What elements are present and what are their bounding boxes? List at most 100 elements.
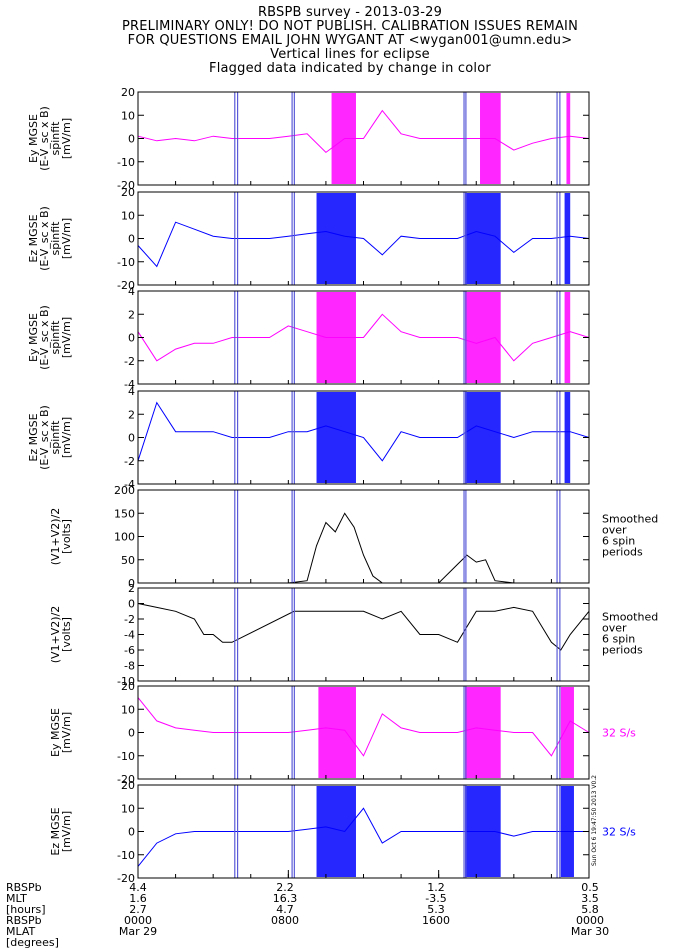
footer-label: RBSPb bbox=[6, 914, 42, 927]
y-axis-label-line: (V1+V2)/2 bbox=[49, 508, 62, 566]
y-axis-label: Ez MGSE[mV/m] bbox=[49, 807, 73, 855]
y-tick-label: 2 bbox=[128, 408, 135, 421]
flagged-band bbox=[564, 193, 571, 284]
y-axis-label-line: (E-V_sc x B) bbox=[38, 305, 51, 370]
series-line bbox=[137, 807, 589, 867]
y-tick-label: 10 bbox=[121, 209, 135, 222]
footer-value: 16.3 bbox=[272, 892, 298, 905]
y-tick-label: 0 bbox=[128, 233, 135, 246]
ephemeris-footer: RBSPb MLT [hours] RBSPb MLAT [degrees] 4… bbox=[0, 882, 700, 950]
y-axis-label: Ey MGSE(E-V_sc x B)spinfit[mV/m] bbox=[27, 305, 73, 370]
panel-note: 32 S/s bbox=[602, 826, 636, 839]
series-line bbox=[137, 109, 590, 154]
flagged-band bbox=[566, 93, 571, 184]
panel-note: 32 S/s bbox=[602, 727, 636, 740]
y-axis-label-line: Ey MGSE bbox=[49, 708, 62, 757]
y-tick-label: 10 bbox=[121, 802, 135, 815]
y-tick-label: -2 bbox=[124, 355, 135, 368]
footer-value: 1600 bbox=[422, 914, 450, 927]
footer-label: MLT bbox=[6, 892, 27, 905]
y-tick-label: -20 bbox=[117, 773, 135, 786]
y-tick-label: -10 bbox=[117, 675, 135, 688]
warning-line: PRELIMINARY ONLY! DO NOT PUBLISH. CALIBR… bbox=[121, 19, 579, 34]
y-axis-label-line: [mV/m] bbox=[60, 118, 73, 159]
contact-line: FOR QUESTIONS EMAIL JOHN WYGANT AT <wyga… bbox=[127, 33, 573, 48]
y-tick-label: -2 bbox=[124, 613, 135, 626]
y-tick-label: -2 bbox=[124, 455, 135, 468]
flagged-band bbox=[564, 292, 571, 383]
y-tick-label: 0 bbox=[128, 577, 135, 590]
flagged-band bbox=[316, 786, 356, 877]
y-tick-label: -4 bbox=[124, 478, 135, 491]
series-line bbox=[137, 603, 590, 651]
footer-value: 0000 bbox=[576, 914, 604, 927]
y-tick-label: 50 bbox=[121, 554, 135, 567]
y-tick-label: 150 bbox=[114, 507, 135, 520]
footer-value: 3.5 bbox=[581, 892, 599, 905]
footer-column-0800: 2.2 16.3 4.7 0800 bbox=[255, 882, 315, 937]
y-axis-label-line: spinfit bbox=[49, 420, 62, 455]
y-tick-label: 0 bbox=[128, 332, 135, 345]
panel-note: periods bbox=[602, 644, 643, 657]
flagged-band bbox=[316, 193, 356, 284]
y-tick-label: 4 bbox=[128, 285, 135, 298]
footer-label: [hours] bbox=[6, 903, 46, 916]
y-tick-label: 0 bbox=[128, 727, 135, 740]
series-line bbox=[137, 401, 590, 462]
footer-label: MLAT bbox=[6, 925, 36, 938]
eclipse-note: Vertical lines for eclipse bbox=[270, 47, 430, 62]
y-tick-label: 20 bbox=[121, 680, 135, 693]
y-tick-label: -20 bbox=[117, 872, 135, 885]
footer-value: 5.3 bbox=[427, 903, 445, 916]
flagged-band bbox=[564, 392, 571, 483]
y-axis-label: Ez MGSE(E-V_sc x B)spinfit[mV/m] bbox=[27, 405, 73, 470]
panel-note: over bbox=[602, 524, 627, 537]
panel-note: over bbox=[602, 622, 627, 635]
footer-value bbox=[255, 926, 315, 937]
y-tick-label: -20 bbox=[117, 179, 135, 192]
footer-column-1600: 1.2 -3.5 5.3 1600 bbox=[406, 882, 466, 937]
y-axis-label-line: Ez MGSE bbox=[27, 214, 40, 262]
y-tick-label: 200 bbox=[114, 484, 135, 497]
footer-value: 4.7 bbox=[276, 903, 294, 916]
footer-value: 2.7 bbox=[129, 903, 147, 916]
y-axis-label-line: spinfit bbox=[49, 121, 62, 156]
flagged-band bbox=[464, 392, 501, 483]
flagged-band bbox=[318, 687, 356, 778]
y-tick-label: 0 bbox=[128, 598, 135, 611]
y-tick-label: 2 bbox=[128, 308, 135, 321]
footer-value: 1.6 bbox=[129, 892, 147, 905]
flagged-band bbox=[316, 392, 356, 483]
y-tick-label: -10 bbox=[117, 750, 135, 763]
y-axis-label-line: spinfit bbox=[49, 221, 62, 256]
version-stamp: Sun Oct 6 19:47:50 2013 V0.2 bbox=[591, 774, 598, 866]
series-line bbox=[137, 313, 590, 362]
y-tick-label: -10 bbox=[117, 156, 135, 169]
series-line bbox=[137, 697, 590, 757]
y-tick-label: -6 bbox=[124, 644, 135, 657]
panel-note: Smoothed bbox=[602, 611, 658, 624]
y-tick-label: 20 bbox=[121, 779, 135, 792]
y-tick-label: -4 bbox=[124, 629, 135, 642]
y-axis-label-line: Ez MGSE bbox=[27, 413, 40, 461]
series-line bbox=[138, 512, 589, 584]
y-tick-label: 2 bbox=[128, 582, 135, 595]
y-axis-label: Ey MGSE[mV/m] bbox=[49, 708, 73, 757]
footer-value: 0000 bbox=[124, 914, 152, 927]
panel-note: periods bbox=[602, 546, 643, 559]
flagged-band bbox=[464, 193, 501, 284]
y-axis-label-line: Ey MGSE bbox=[27, 114, 40, 163]
y-axis-label-line: [volts] bbox=[60, 519, 73, 554]
y-axis-label-line: Ey MGSE bbox=[27, 313, 40, 362]
panel-note: 6 spin bbox=[602, 535, 635, 548]
footer-label: [degrees] bbox=[6, 936, 59, 949]
panel-note: 6 spin bbox=[602, 633, 635, 646]
y-axis-label-line: [mV/m] bbox=[60, 417, 73, 458]
y-tick-label: 0 bbox=[128, 826, 135, 839]
y-axis-label-line: [mV/m] bbox=[60, 712, 73, 753]
y-axis-label-line: spinfit bbox=[49, 320, 62, 355]
y-axis-label: (V1+V2)/2[volts] bbox=[49, 606, 73, 664]
footer-label: RBSPb bbox=[6, 881, 42, 894]
footer-value: 0.5 bbox=[581, 881, 599, 894]
y-axis-label-line: Ez MGSE bbox=[49, 807, 62, 855]
